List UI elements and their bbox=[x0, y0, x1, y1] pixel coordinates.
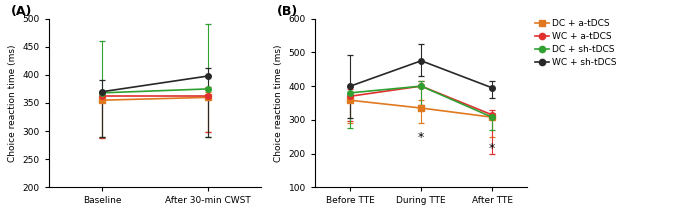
Y-axis label: Choice reaction time (ms): Choice reaction time (ms) bbox=[8, 44, 17, 162]
Text: (A): (A) bbox=[11, 5, 32, 18]
Text: *: * bbox=[418, 131, 424, 144]
Text: (B): (B) bbox=[277, 5, 298, 18]
Y-axis label: Choice reaction time (ms): Choice reaction time (ms) bbox=[274, 44, 283, 162]
Legend: DC + a-tDCS, WC + a-tDCS, DC + sh-tDCS, WC + sh-tDCS: DC + a-tDCS, WC + a-tDCS, DC + sh-tDCS, … bbox=[532, 15, 621, 71]
Text: *: * bbox=[489, 142, 495, 155]
